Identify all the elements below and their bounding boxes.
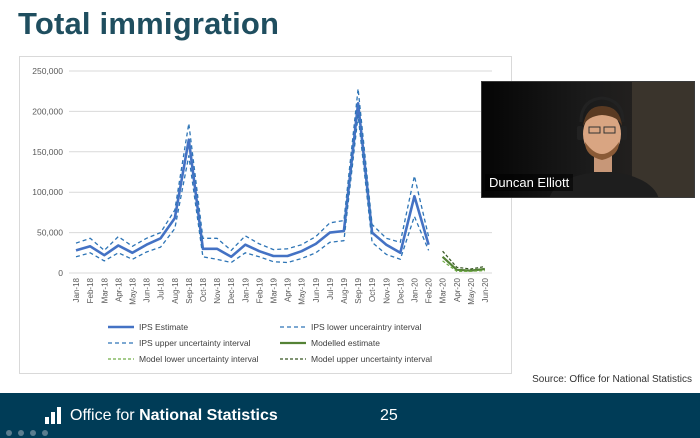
- x-tick-label: Mar-18: [100, 277, 109, 303]
- x-tick-label: Jun-18: [143, 277, 152, 302]
- x-tick-label: May-19: [298, 277, 307, 304]
- x-tick-label: Apr-20: [453, 277, 462, 302]
- slide-title: Total immigration: [18, 6, 280, 41]
- series-line-3: [75, 88, 430, 252]
- series-line-4: [441, 255, 486, 272]
- x-tick-label: Aug-19: [340, 277, 349, 303]
- x-tick-label: Jan-20: [410, 277, 419, 302]
- x-tick-label: Jul-18: [157, 277, 166, 299]
- slides-icon[interactable]: [42, 430, 48, 436]
- x-tick-label: Oct-18: [199, 277, 208, 302]
- footer-org-prefix: Office for: [70, 407, 140, 424]
- x-tick-label: Oct-19: [368, 277, 377, 302]
- x-tick-label: Feb-20: [425, 277, 434, 303]
- x-tick-label: Aug-18: [171, 277, 180, 303]
- x-tick-label: Feb-19: [255, 277, 264, 303]
- legend-label: IPS upper uncertainty interval: [139, 338, 251, 348]
- x-tick-label: Sep-19: [354, 277, 363, 303]
- prev-slide-icon[interactable]: [6, 430, 12, 436]
- x-tick-label: May-18: [128, 277, 137, 304]
- next-slide-icon[interactable]: [18, 430, 24, 436]
- x-tick-label: Jun-20: [481, 277, 490, 302]
- participant-video[interactable]: Duncan Elliott: [481, 81, 695, 198]
- x-tick-label: Jun-19: [312, 277, 321, 302]
- presentation-toolbar[interactable]: [4, 428, 84, 438]
- y-tick-label: 250,000: [32, 66, 63, 76]
- x-tick-label: May-20: [467, 277, 476, 304]
- x-tick-label: Jan-18: [72, 277, 81, 302]
- x-tick-label: Mar-19: [269, 277, 278, 303]
- y-tick-label: 0: [58, 268, 63, 278]
- pen-icon[interactable]: [30, 430, 36, 436]
- slide-footer: Office for National Statistics 25: [0, 393, 700, 438]
- x-tick-label: Jul-19: [326, 277, 335, 299]
- y-tick-label: 100,000: [32, 187, 63, 197]
- series-line-2: [75, 114, 430, 264]
- x-tick-label: Apr-19: [284, 277, 293, 302]
- immigration-chart: 0 50,000 100,000 150,000 200,000 250,000 Jan-1…: [19, 56, 512, 374]
- legend-label: Modelled estimate: [311, 338, 380, 348]
- participant-name: Duncan Elliott: [485, 174, 574, 191]
- x-tick-label: Sep-18: [185, 277, 194, 303]
- chart-svg: 0 50,000 100,000 150,000 200,000 250,000 Jan-1…: [32, 66, 492, 364]
- legend-label: IPS Estimate: [139, 322, 188, 332]
- legend-label: Model upper uncertainty interval: [311, 354, 432, 364]
- series-line-6: [442, 250, 486, 270]
- x-tick-label: Mar-20: [439, 277, 448, 303]
- y-tick-label: 200,000: [32, 106, 63, 116]
- x-tick-label: Feb-18: [86, 277, 95, 303]
- legend-label: Model lower uncertainty interval: [139, 354, 259, 364]
- x-tick-label: Dec-18: [227, 277, 236, 303]
- participant-video-feed: [482, 82, 694, 197]
- x-tick-label: Dec-19: [396, 277, 405, 303]
- y-tick-label: 150,000: [32, 147, 63, 157]
- ons-logo-icon: [45, 407, 61, 424]
- x-tick-label: Apr-18: [114, 277, 123, 302]
- series-line-1: [75, 102, 430, 259]
- x-tick-label: Nov-19: [382, 277, 391, 303]
- footer-org-bold: National Statistics: [139, 407, 278, 424]
- y-tick-label: 50,000: [37, 228, 63, 238]
- x-tick-label: Jan-19: [241, 277, 250, 302]
- footer-organisation-name: Office for National Statistics: [70, 407, 278, 425]
- x-tick-label: Nov-18: [213, 277, 222, 303]
- slide-page-number: 25: [380, 407, 398, 424]
- source-note: Source: Office for National Statistics: [532, 374, 692, 385]
- legend-label: IPS lower unceraintry interval: [311, 322, 422, 332]
